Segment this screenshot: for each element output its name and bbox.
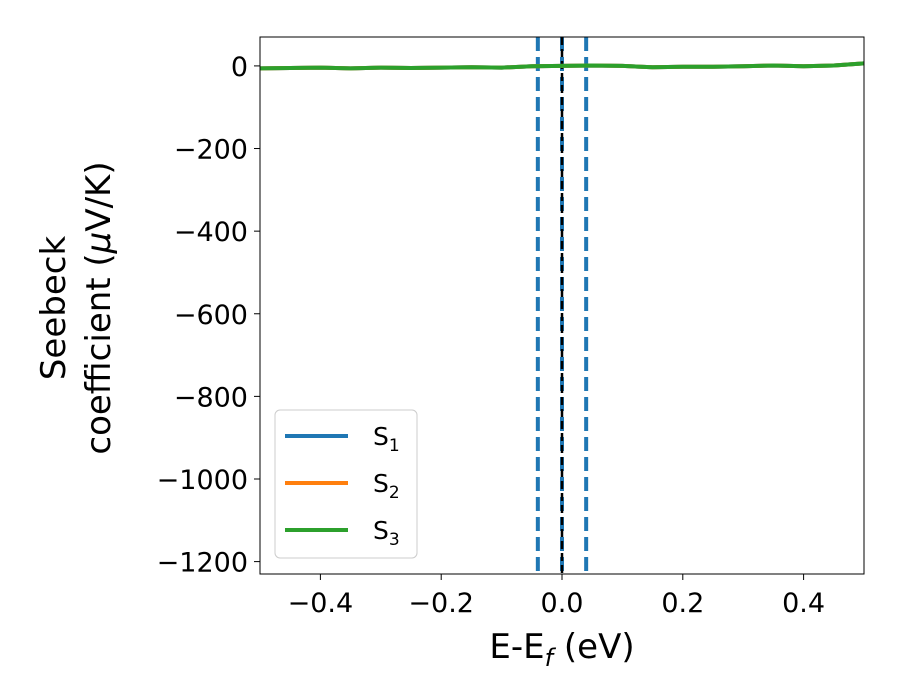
x-tick-label: −0.2 <box>408 588 474 619</box>
x-tick-label: 0.0 <box>541 588 584 619</box>
y-tick-label: −400 <box>174 217 248 248</box>
y-tick-label: −1200 <box>157 548 248 579</box>
y-axis-label-line1: Seebeck <box>34 236 74 381</box>
y-tick-label: −200 <box>174 135 248 166</box>
y-axis-label-text: coefficient ( <box>79 253 119 454</box>
legend: S1 S2 S3 <box>274 409 418 559</box>
vertical-reference-lines <box>535 37 589 574</box>
y-tick-label: 0 <box>231 52 248 83</box>
legend-label-S3: S3 <box>373 516 400 550</box>
y-tick-label: −800 <box>174 382 248 413</box>
x-axis-label: E-Ef (eV) <box>489 627 634 672</box>
y-axis-label-line2: coefficient (μV/K) <box>79 161 119 454</box>
y-axis-ticks: 0 −200 −400 −600 −800 −1000 −1200 <box>157 52 260 579</box>
x-axis-label-unit: (eV) <box>553 627 635 667</box>
legend-label-S2: S2 <box>373 469 400 503</box>
x-axis-ticks: −0.4 −0.2 0.0 0.2 0.4 <box>288 574 825 619</box>
y-axis-label: Seebeck coefficient (μV/K) <box>34 161 119 454</box>
y-axis-label-unit: V/K) <box>79 161 119 231</box>
x-tick-label: −0.4 <box>288 588 354 619</box>
y-tick-label: −1000 <box>157 465 248 496</box>
series-line-S3 <box>260 61 864 71</box>
x-axis-label-main: E-E <box>489 627 544 667</box>
x-tick-label: 0.2 <box>661 588 704 619</box>
legend-label-S1: S1 <box>373 422 400 456</box>
y-tick-label: −600 <box>174 300 248 331</box>
x-tick-label: 0.4 <box>782 588 825 619</box>
y-axis-label-mu: μ <box>79 232 119 255</box>
series-lines <box>260 61 864 71</box>
